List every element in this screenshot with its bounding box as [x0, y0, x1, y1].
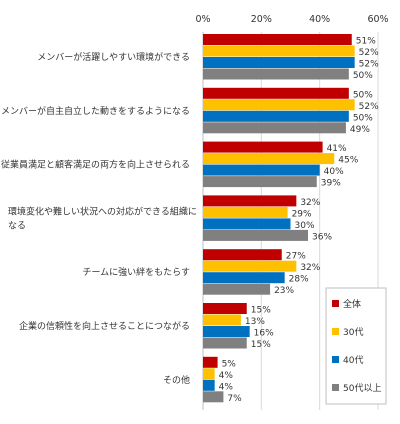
legend-swatch: [332, 328, 339, 335]
data-label: 27%: [286, 252, 306, 262]
bar: [203, 68, 349, 80]
data-label: 32%: [300, 198, 320, 208]
x-axis-ticks: 0% 20% 40% 60%: [195, 14, 388, 25]
bar: [203, 176, 317, 188]
data-label: 28%: [289, 275, 309, 285]
data-label: 4%: [219, 382, 234, 392]
bar: [203, 379, 215, 391]
data-label: 50%: [353, 90, 373, 100]
legend-swatch: [332, 384, 339, 391]
category-label: 従業員満足と顧客満足の両方を向上させられる: [1, 159, 190, 171]
data-label: 39%: [321, 179, 341, 189]
data-label: 51%: [356, 37, 376, 47]
data-label: 52%: [359, 60, 379, 70]
bar: [203, 218, 291, 230]
category-label: メンバーが自主自立した動きをするようになる: [1, 105, 190, 117]
data-labels: 51%52%52%50%50%52%50%49%41%45%40%39%32%2…: [219, 37, 379, 404]
bar: [203, 229, 308, 241]
bars: [203, 34, 355, 403]
data-label: 16%: [254, 329, 274, 339]
category-label: メンバーが活躍しやすい環境ができる: [37, 51, 190, 63]
bar: [203, 283, 271, 295]
category-label: チームに強い絆をもたらす: [82, 266, 190, 278]
legend-label: 30代: [343, 327, 363, 338]
data-label: 32%: [300, 263, 320, 273]
legend-label: 全体: [343, 298, 361, 310]
bar: [203, 303, 247, 314]
data-label: 13%: [245, 317, 265, 327]
bar: [203, 122, 346, 134]
bar: [203, 272, 285, 284]
bar: [203, 195, 297, 207]
data-label: 5%: [222, 359, 237, 369]
x-tick-label: 0%: [195, 14, 210, 25]
bar: [203, 326, 250, 337]
data-label: 49%: [350, 125, 370, 135]
data-label: 50%: [353, 71, 373, 81]
bar: [203, 153, 335, 165]
bar: [203, 99, 355, 111]
bar: [203, 110, 349, 122]
x-tick-label: 20%: [251, 14, 272, 25]
bar: [203, 260, 297, 272]
category-label: 企業の信頼性を向上させることにつながる: [19, 320, 190, 332]
data-label: 52%: [359, 102, 379, 112]
data-label: 40%: [324, 167, 344, 177]
legend-label: 50代以上: [343, 383, 381, 394]
data-label: 15%: [251, 340, 271, 350]
legend-label: 40代: [343, 355, 363, 366]
bar: [203, 206, 288, 218]
data-label: 36%: [312, 232, 332, 242]
bar: [203, 391, 224, 403]
x-tick-label: 60%: [367, 14, 388, 25]
legend: 全体 30代 40代 50代以上: [325, 287, 387, 405]
data-label: 41%: [327, 144, 347, 154]
data-label: 4%: [219, 371, 234, 381]
data-label: 15%: [251, 306, 271, 316]
data-label: 52%: [359, 48, 379, 58]
category-label: その他: [163, 374, 190, 386]
bar: [203, 356, 218, 368]
category-label: 環境変化や難しい状況への対応ができる組織になる: [8, 205, 197, 231]
x-tick-label: 40%: [309, 14, 330, 25]
data-label: 45%: [338, 156, 358, 166]
bar: [203, 249, 282, 261]
bar: [203, 57, 355, 68]
legend-swatch: [332, 300, 339, 307]
legend-swatch: [332, 356, 339, 363]
bar: [203, 141, 323, 153]
data-label: 30%: [295, 221, 315, 231]
bar: [203, 337, 247, 349]
category-labels: メンバーが活躍しやすい環境ができるメンバーが自主自立した動きをするようになる従業…: [1, 51, 197, 386]
data-label: 7%: [227, 394, 242, 404]
bar: [203, 34, 352, 45]
data-label: 23%: [274, 286, 294, 296]
data-label: 29%: [292, 209, 312, 219]
bar: [203, 87, 349, 99]
bar: [203, 368, 215, 380]
bar: [203, 314, 241, 326]
bar: [203, 45, 355, 57]
bar: [203, 164, 320, 176]
data-label: 50%: [353, 113, 373, 123]
